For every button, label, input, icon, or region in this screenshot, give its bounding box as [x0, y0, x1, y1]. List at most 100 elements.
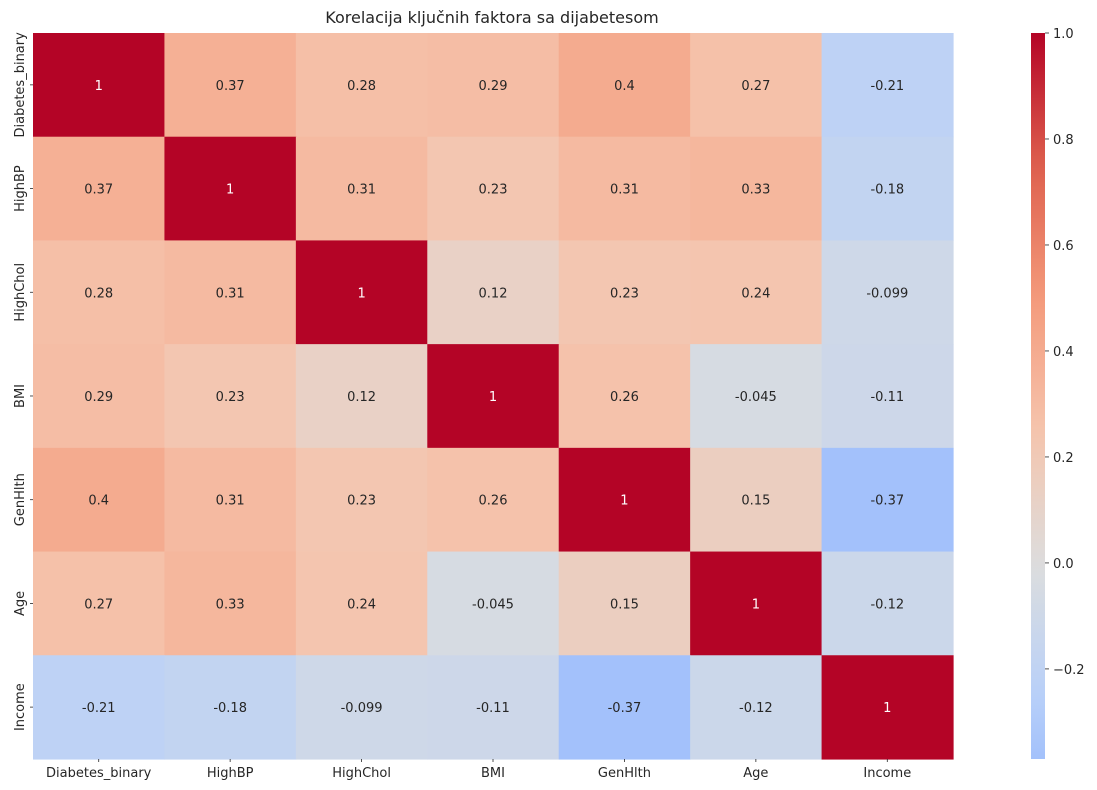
heatmap-cell — [821, 655, 954, 760]
cell-annotation: -0.37 — [870, 494, 904, 509]
cell-annotation: 0.37 — [84, 183, 113, 198]
cell-annotation: 0.26 — [479, 494, 508, 509]
heatmap-cell — [295, 33, 428, 138]
heatmap-cell — [821, 344, 954, 449]
cell-annotation: -0.099 — [341, 701, 383, 716]
cell-annotation: 0.28 — [84, 286, 113, 301]
heatmap-cell — [33, 136, 166, 242]
cell-annotation: 0.31 — [216, 494, 245, 509]
heatmap-cell — [690, 551, 823, 656]
heatmap-cell — [558, 136, 691, 242]
y-axis-ticks: Diabetes_binary HighBP HighChol BMI GenHlth A… — [13, 32, 33, 731]
heatmap-cell — [427, 551, 560, 656]
heatmap-cell — [164, 344, 297, 449]
colorbar-tick-label: 0.4 — [1053, 345, 1074, 360]
heatmap-cell — [164, 655, 297, 760]
heatmap-cell — [821, 447, 954, 553]
heatmap-cells — [33, 33, 954, 760]
x-tick-label: HighChol — [332, 766, 391, 781]
heatmap-cell — [427, 655, 560, 760]
heatmap-cell — [33, 33, 166, 138]
heatmap-cell — [33, 551, 166, 656]
cell-annotation: -0.045 — [472, 597, 514, 612]
heatmap-cell — [558, 344, 691, 449]
heatmap-cell — [821, 240, 954, 345]
heatmap-cell — [164, 447, 297, 553]
x-tick-label: GenHlth — [598, 766, 651, 781]
cell-annotation: 1 — [883, 701, 891, 716]
cell-annotation: -0.12 — [870, 597, 904, 612]
cell-annotation: -0.18 — [870, 183, 904, 198]
cell-annotation: -0.21 — [870, 79, 904, 94]
colorbar-tick-label: 0.2 — [1053, 451, 1074, 466]
cell-annotation: 0.23 — [347, 494, 376, 509]
heatmap-cell — [690, 655, 823, 760]
heatmap-cell — [427, 136, 560, 242]
cell-annotation: 0.23 — [216, 390, 245, 405]
heatmap-cell — [164, 551, 297, 656]
x-axis-ticks: Diabetes_binary HighBP HighChol BMI GenHlth A… — [46, 759, 911, 781]
cell-annotation: 0.37 — [216, 79, 245, 94]
heatmap-cell — [821, 33, 954, 138]
cell-annotation: 0.29 — [479, 79, 508, 94]
heatmap-cell — [821, 551, 954, 656]
cell-annotation: 1 — [489, 390, 497, 405]
x-tick-label: Age — [743, 766, 768, 781]
heatmap-cell — [558, 240, 691, 345]
cell-annotation: 0.29 — [84, 390, 113, 405]
cell-annotation: 0.33 — [741, 183, 770, 198]
cell-annotation: 1 — [226, 183, 234, 198]
colorbar-tick-label: 1.0 — [1053, 27, 1074, 42]
heatmap-cell — [690, 447, 823, 553]
heatmap-cell — [295, 655, 428, 760]
heatmap-cell — [690, 33, 823, 138]
heatmap-annotations: 1 0.37 0.28 0.29 0.4 0.27 -0.21 0.37 1 0.31 0.23 0.… — [82, 79, 908, 716]
heatmap-cell — [33, 447, 166, 553]
heatmap-cell — [427, 447, 560, 553]
cell-annotation: 0.28 — [347, 79, 376, 94]
cell-annotation: 1 — [95, 79, 103, 94]
y-tick-label: Diabetes_binary — [13, 32, 28, 138]
heatmap-cell — [821, 136, 954, 242]
cell-annotation: 0.23 — [479, 183, 508, 198]
heatmap-cell — [33, 655, 166, 760]
cell-annotation: -0.11 — [870, 390, 904, 405]
heatmap-cell — [33, 240, 166, 345]
cell-annotation: 0.24 — [347, 597, 376, 612]
heatmap-cell — [427, 344, 560, 449]
heatmap-cell — [427, 33, 560, 138]
cell-annotation: -0.045 — [735, 390, 777, 405]
cell-annotation: -0.18 — [213, 701, 247, 716]
colorbar-tick-label: 0.8 — [1053, 133, 1074, 148]
heatmap-cell — [690, 240, 823, 345]
x-tick-label: Income — [863, 766, 911, 781]
y-tick-label: Income — [13, 683, 28, 731]
heatmap-cell — [427, 240, 560, 345]
cell-annotation: 0.15 — [741, 494, 770, 509]
heatmap-cell — [164, 33, 297, 138]
cell-annotation: 0.31 — [610, 183, 639, 198]
y-tick-label: HighChol — [13, 263, 28, 322]
cell-annotation: 0.31 — [347, 183, 376, 198]
colorbar-tick-label: 0.0 — [1053, 557, 1074, 572]
cell-annotation: 1 — [620, 494, 628, 509]
cell-annotation: -0.12 — [739, 701, 773, 716]
heatmap-cell — [164, 136, 297, 242]
cell-annotation: 0.27 — [741, 79, 770, 94]
heatmap-cell — [295, 344, 428, 449]
cell-annotation: 0.33 — [216, 597, 245, 612]
heatmap-cell — [690, 344, 823, 449]
cell-annotation: -0.11 — [476, 701, 510, 716]
cell-annotation: 1 — [357, 286, 365, 301]
chart-title: Korelacija ključnih faktora sa dijabetes… — [325, 8, 658, 27]
cell-annotation: -0.099 — [866, 286, 908, 301]
y-tick-label: GenHlth — [13, 473, 28, 526]
colorbar: −0.2 0.0 0.2 0.4 0.6 0.8 1.0 — [1031, 27, 1085, 759]
heatmap-cell — [295, 136, 428, 242]
cell-annotation: 0.26 — [610, 390, 639, 405]
cell-annotation: -0.37 — [608, 701, 642, 716]
cell-annotation: 0.27 — [84, 597, 113, 612]
cell-annotation: 0.31 — [216, 286, 245, 301]
x-tick-label: Diabetes_binary — [46, 766, 152, 781]
